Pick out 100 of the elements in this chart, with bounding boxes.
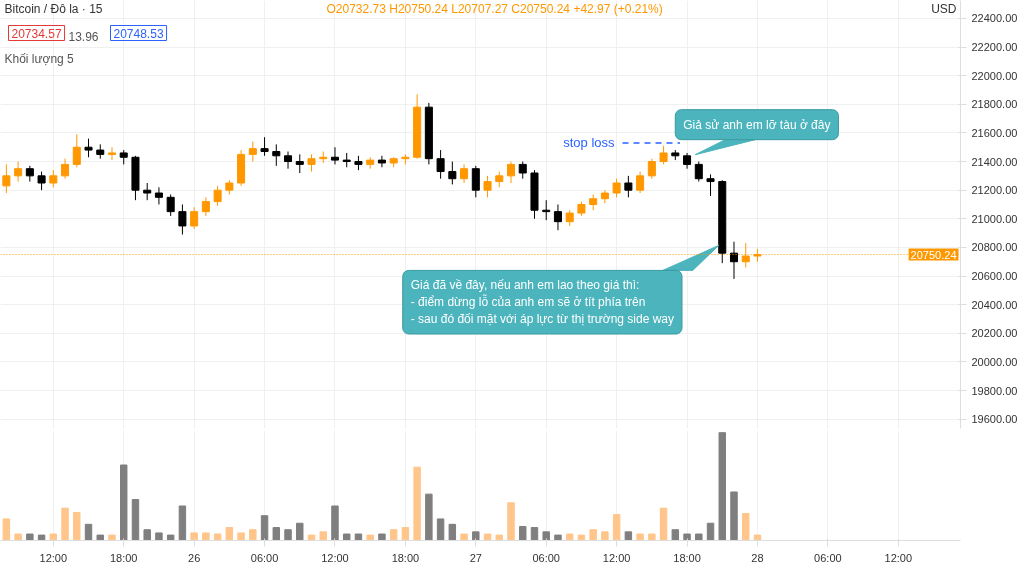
candlestick bbox=[436, 149, 445, 180]
bar bbox=[671, 529, 680, 541]
bar bbox=[14, 533, 22, 541]
x-tick-label: 28 bbox=[751, 551, 764, 564]
candlestick bbox=[483, 175, 492, 198]
candlestick bbox=[272, 143, 281, 167]
candlestick bbox=[612, 178, 621, 198]
bar bbox=[143, 529, 151, 541]
bar bbox=[225, 527, 234, 541]
candlestick bbox=[284, 151, 293, 170]
bar bbox=[554, 534, 562, 541]
candlestick bbox=[553, 203, 562, 231]
bar bbox=[565, 533, 574, 541]
bar bbox=[26, 533, 34, 541]
candlestick bbox=[295, 153, 304, 174]
candlestick bbox=[471, 165, 480, 198]
bar bbox=[237, 532, 245, 541]
candlestick bbox=[178, 203, 187, 236]
annotation: 13.96 bbox=[68, 29, 99, 44]
bar bbox=[342, 533, 351, 541]
x-tick-label: 06:00 bbox=[532, 551, 560, 564]
annotation: USD bbox=[931, 1, 957, 16]
candlestick bbox=[154, 186, 163, 205]
bar bbox=[659, 507, 668, 541]
candlestick bbox=[694, 161, 703, 183]
bar bbox=[202, 532, 210, 541]
bar bbox=[2, 518, 11, 541]
bar bbox=[120, 464, 128, 541]
bar bbox=[213, 533, 222, 541]
bar bbox=[507, 502, 515, 541]
candlestick bbox=[330, 146, 339, 165]
bar bbox=[460, 533, 468, 541]
bar bbox=[155, 532, 163, 541]
bar bbox=[519, 525, 527, 541]
bar bbox=[190, 532, 198, 541]
candlestick bbox=[107, 146, 117, 161]
bar bbox=[366, 534, 374, 541]
bar bbox=[742, 513, 750, 541]
bar bbox=[108, 534, 116, 541]
bar bbox=[483, 533, 492, 541]
bar bbox=[601, 531, 609, 541]
bar bbox=[706, 522, 715, 541]
y-tick-label: 20200.00 bbox=[971, 327, 1018, 340]
candlestick bbox=[166, 193, 175, 217]
y-tick-label: 21400.00 bbox=[971, 155, 1018, 168]
candlestick bbox=[729, 241, 739, 280]
x-tick-label: 12:00 bbox=[39, 551, 68, 564]
series-label: stop loss bbox=[563, 135, 615, 151]
candlestick bbox=[213, 185, 222, 207]
candlestick bbox=[624, 175, 633, 198]
bar bbox=[683, 533, 691, 541]
bar bbox=[249, 529, 257, 541]
candlestick bbox=[506, 161, 516, 184]
annotation: Giá đã về đây, nếu anh em lao theo giá thì: - điểm dừng lỗ của anh em sẽ ở tít phía trên - sau đó đối mặt với áp lực từ thị trường side way bbox=[410, 278, 675, 327]
y-tick-label: 20600.00 bbox=[971, 270, 1018, 283]
bar bbox=[753, 534, 762, 541]
annotation: O20732.73 H20750.24 L20707.27 C20750.24 +42.97 (+0.21%) bbox=[326, 1, 663, 16]
bar bbox=[96, 534, 104, 541]
candlestick bbox=[448, 161, 457, 185]
x-tick-label: 26 bbox=[188, 551, 201, 564]
y-tick-label: 19800.00 bbox=[971, 384, 1018, 397]
bar bbox=[73, 511, 81, 541]
bar bbox=[436, 518, 445, 541]
bar bbox=[284, 529, 292, 541]
candlestick bbox=[72, 133, 81, 168]
candlestick bbox=[37, 171, 46, 191]
candlestick bbox=[260, 136, 269, 157]
y-tick-label: 22200.00 bbox=[971, 41, 1018, 54]
candlestick bbox=[647, 158, 656, 180]
y-tick-label: 21600.00 bbox=[971, 126, 1018, 139]
x-tick-label: 18:00 bbox=[391, 551, 420, 564]
bar bbox=[695, 533, 703, 541]
x-tick-label: 12:00 bbox=[321, 551, 349, 564]
x-tick-label: 06:00 bbox=[814, 551, 842, 564]
candlestick bbox=[636, 171, 645, 194]
bar bbox=[530, 527, 539, 541]
y-tick-label: 21200.00 bbox=[971, 184, 1018, 197]
candlestick bbox=[2, 163, 11, 194]
y-tick-label: 22400.00 bbox=[971, 12, 1018, 25]
x-tick-label: 06:00 bbox=[250, 551, 279, 564]
bar bbox=[413, 466, 421, 541]
candlestick bbox=[84, 138, 93, 158]
bar bbox=[166, 534, 175, 541]
y-tick-label: 20400.00 bbox=[971, 298, 1018, 311]
candlestick bbox=[201, 196, 210, 217]
candlestick bbox=[377, 155, 386, 168]
x-tick-label: 12:00 bbox=[602, 551, 631, 564]
bar bbox=[472, 531, 480, 541]
candlestick bbox=[600, 189, 609, 204]
bar bbox=[636, 533, 644, 541]
bar bbox=[730, 491, 738, 541]
bar bbox=[448, 523, 457, 541]
bar bbox=[612, 514, 621, 541]
y-tick-label: 19600.00 bbox=[971, 413, 1018, 426]
y-tick-label: 21000.00 bbox=[971, 212, 1018, 225]
candlestick bbox=[190, 206, 199, 230]
bar bbox=[131, 499, 140, 541]
bar bbox=[84, 523, 93, 541]
bar bbox=[272, 527, 281, 541]
y-tick-label: 21800.00 bbox=[971, 98, 1018, 111]
